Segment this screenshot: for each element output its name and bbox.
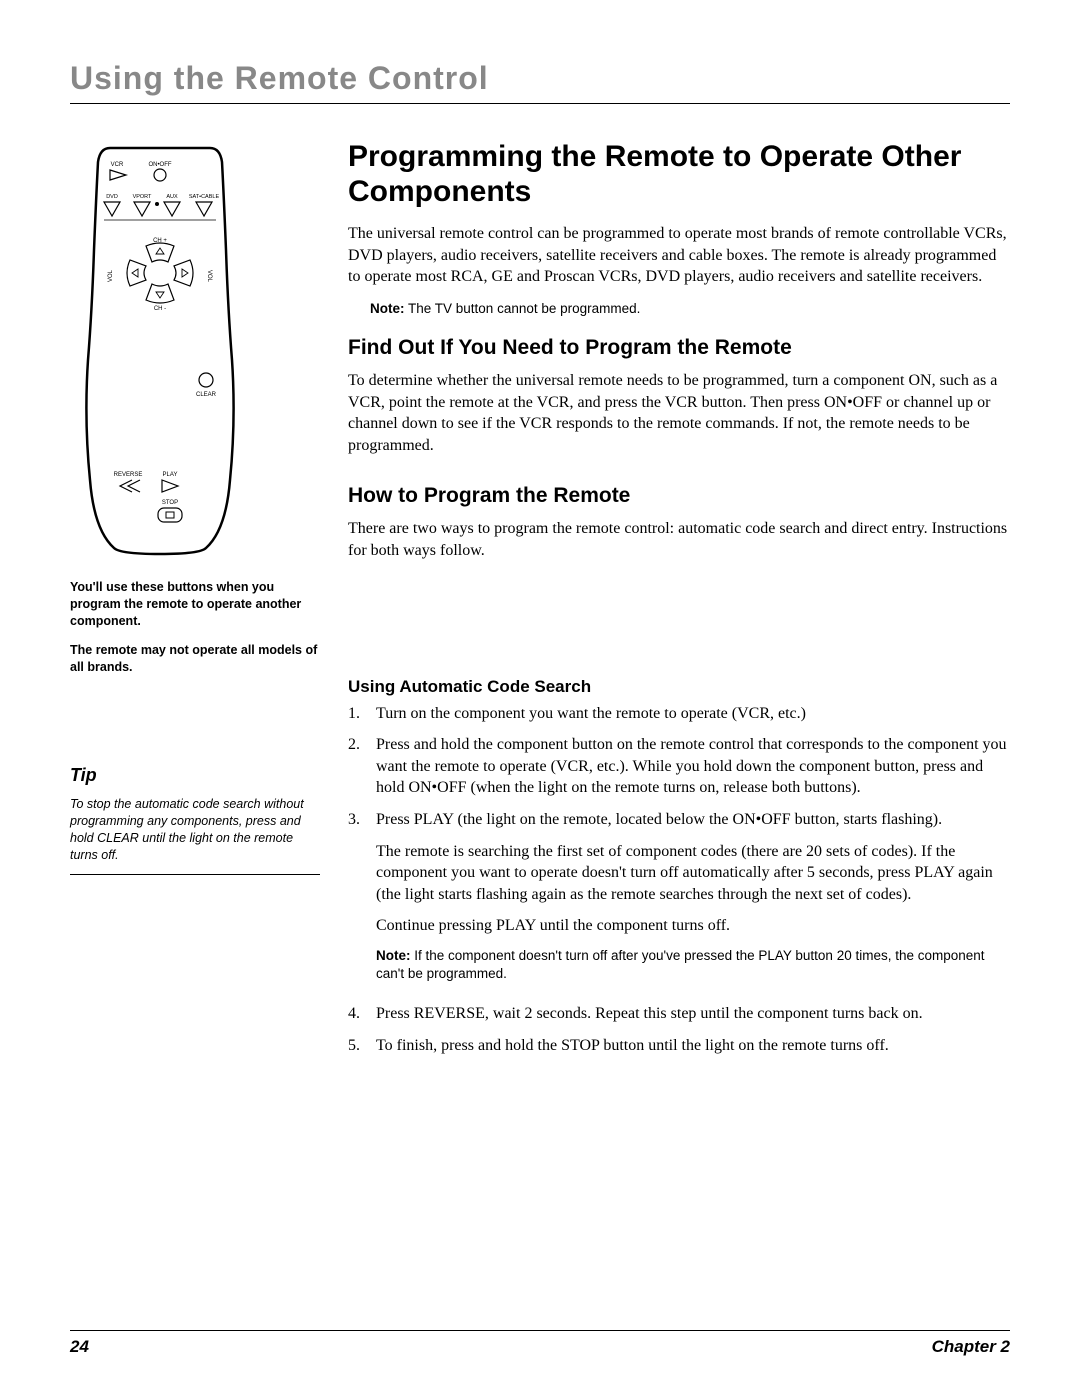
- label-vcr: VCR: [111, 162, 124, 168]
- label-dvd: DVD: [106, 194, 118, 200]
- main-title: Programming the Remote to Operate Other …: [348, 140, 1010, 209]
- section2-title: How to Program the Remote: [348, 484, 1010, 508]
- step-5: To finish, press and hold the STOP butto…: [348, 1035, 1010, 1057]
- label-reverse: REVERSE: [114, 472, 143, 478]
- note-tv-button: Note: The TV button cannot be programmed…: [370, 300, 1010, 318]
- indicator-dot: [155, 202, 159, 206]
- step-3-p1: Press PLAY (the light on the remote, loc…: [376, 809, 1010, 831]
- label-aux: AUX: [166, 194, 178, 200]
- note-text: The TV button cannot be programmed.: [408, 301, 640, 316]
- step-1: Turn on the component you want the remot…: [348, 703, 1010, 725]
- steps-list: Turn on the component you want the remot…: [348, 703, 1010, 1057]
- remote-illustration: VCR ON•OFF DVD VPORT AUX SAT•CABLE CH + …: [70, 140, 250, 560]
- page-number: 24: [70, 1337, 89, 1357]
- section2-body: There are two ways to program the remote…: [348, 518, 1010, 561]
- label-vol-l: VOL: [108, 269, 114, 282]
- remote-caption-2: The remote may not operate all models of…: [70, 642, 320, 676]
- label-vport: VPORT: [133, 194, 152, 200]
- label-satcable: SAT•CABLE: [189, 194, 220, 200]
- step-3-note-text: If the component doesn't turn off after …: [376, 948, 985, 981]
- page-header: Using the Remote Control: [70, 60, 1010, 104]
- step-3-note: Note: If the component doesn't turn off …: [376, 947, 1010, 983]
- label-chdn: CH -: [154, 306, 166, 312]
- label-play: PLAY: [163, 472, 178, 478]
- section3-title: Using Automatic Code Search: [348, 677, 1010, 697]
- page-footer: 24 Chapter 2: [70, 1330, 1010, 1357]
- label-vol-r: VOL: [206, 270, 212, 283]
- step-2: Press and hold the component button on t…: [348, 734, 1010, 799]
- content-columns: VCR ON•OFF DVD VPORT AUX SAT•CABLE CH + …: [70, 140, 1010, 1067]
- label-onoff: ON•OFF: [148, 162, 171, 168]
- label-clear: CLEAR: [196, 392, 217, 398]
- step-4: Press REVERSE, wait 2 seconds. Repeat th…: [348, 1003, 1010, 1025]
- right-column: Programming the Remote to Operate Other …: [348, 140, 1010, 1067]
- section1-body: To determine whether the universal remot…: [348, 370, 1010, 456]
- left-column: VCR ON•OFF DVD VPORT AUX SAT•CABLE CH + …: [70, 140, 320, 1067]
- remote-caption-1: You'll use these buttons when you progra…: [70, 579, 320, 630]
- step-3: Press PLAY (the light on the remote, loc…: [348, 809, 1010, 993]
- section1-title: Find Out If You Need to Program the Remo…: [348, 336, 1010, 360]
- note-label: Note:: [370, 301, 405, 316]
- step-3-p3: Continue pressing PLAY until the compone…: [376, 915, 1010, 937]
- label-stop: STOP: [162, 500, 178, 506]
- tip-title: Tip: [70, 765, 320, 786]
- step-3-p2: The remote is searching the first set of…: [376, 841, 1010, 906]
- intro-paragraph: The universal remote control can be prog…: [348, 223, 1010, 288]
- chapter-label: Chapter 2: [932, 1337, 1010, 1357]
- tip-text: To stop the automatic code search withou…: [70, 796, 320, 875]
- step-3-note-label: Note:: [376, 948, 411, 963]
- tip-box: Tip To stop the automatic code search wi…: [70, 765, 320, 875]
